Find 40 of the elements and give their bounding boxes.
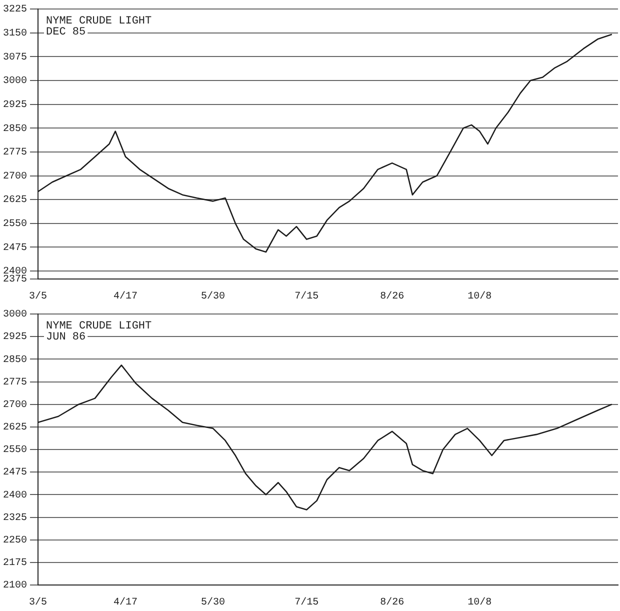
y-tick-label: 2475	[2, 242, 28, 254]
y-tick-label: 2625	[2, 195, 28, 206]
x-tick-label: 3/5	[28, 290, 48, 303]
x-tick-label: 10/8	[468, 596, 492, 609]
y-tick-label: 2700	[2, 171, 28, 182]
y-tick-label: 2550	[2, 219, 28, 230]
y-tick-label: 2175	[2, 558, 28, 570]
y-tick-label: 3000	[2, 76, 28, 88]
y-tick-label: 2625	[2, 422, 28, 434]
y-tick-label: 3000	[2, 310, 28, 321]
text: JUN 86	[46, 331, 86, 344]
x-tick-label: 7/15	[294, 596, 319, 609]
x-tick-label: 5/30	[201, 596, 226, 609]
y-tick-label: 2100	[2, 580, 28, 592]
x-tick-label: 8/26	[380, 290, 404, 303]
x-tick-label: 10/8	[468, 290, 492, 303]
y-tick-label: 3225	[2, 4, 28, 16]
y-tick-label: 2475	[2, 468, 28, 479]
text: NYME CRUDE LIGHT	[46, 320, 152, 332]
y-tick-label: 2400	[2, 490, 28, 502]
text: DEC 85	[46, 26, 86, 38]
x-tick-label: 8/26	[380, 596, 404, 609]
y-tick-label: 2775	[2, 148, 28, 159]
y-tick-label: 3075	[2, 52, 28, 64]
y-tick-label: 2550	[2, 445, 28, 456]
y-tick-label: 2850	[2, 354, 28, 366]
x-tick-label: 7/15	[294, 290, 319, 303]
y-tick-label: 2775	[2, 377, 28, 388]
y-tick-label: 2700	[2, 400, 28, 411]
x-tick-label: 4/17	[114, 596, 138, 609]
y-tick-label: 3150	[2, 28, 28, 40]
x-tick-label: 4/17	[114, 290, 138, 303]
y-tick-label: 2325	[2, 512, 28, 524]
x-tick-label: 5/30	[201, 290, 226, 303]
y-tick-label: 2925	[2, 332, 28, 344]
y-tick-label: 2925	[2, 100, 28, 111]
text: NYME CRUDE LIGHT	[46, 15, 152, 28]
y-tick-label: 2850	[2, 124, 28, 135]
y-tick-label: 2250	[2, 535, 28, 546]
x-tick-label: 3/5	[28, 596, 48, 609]
